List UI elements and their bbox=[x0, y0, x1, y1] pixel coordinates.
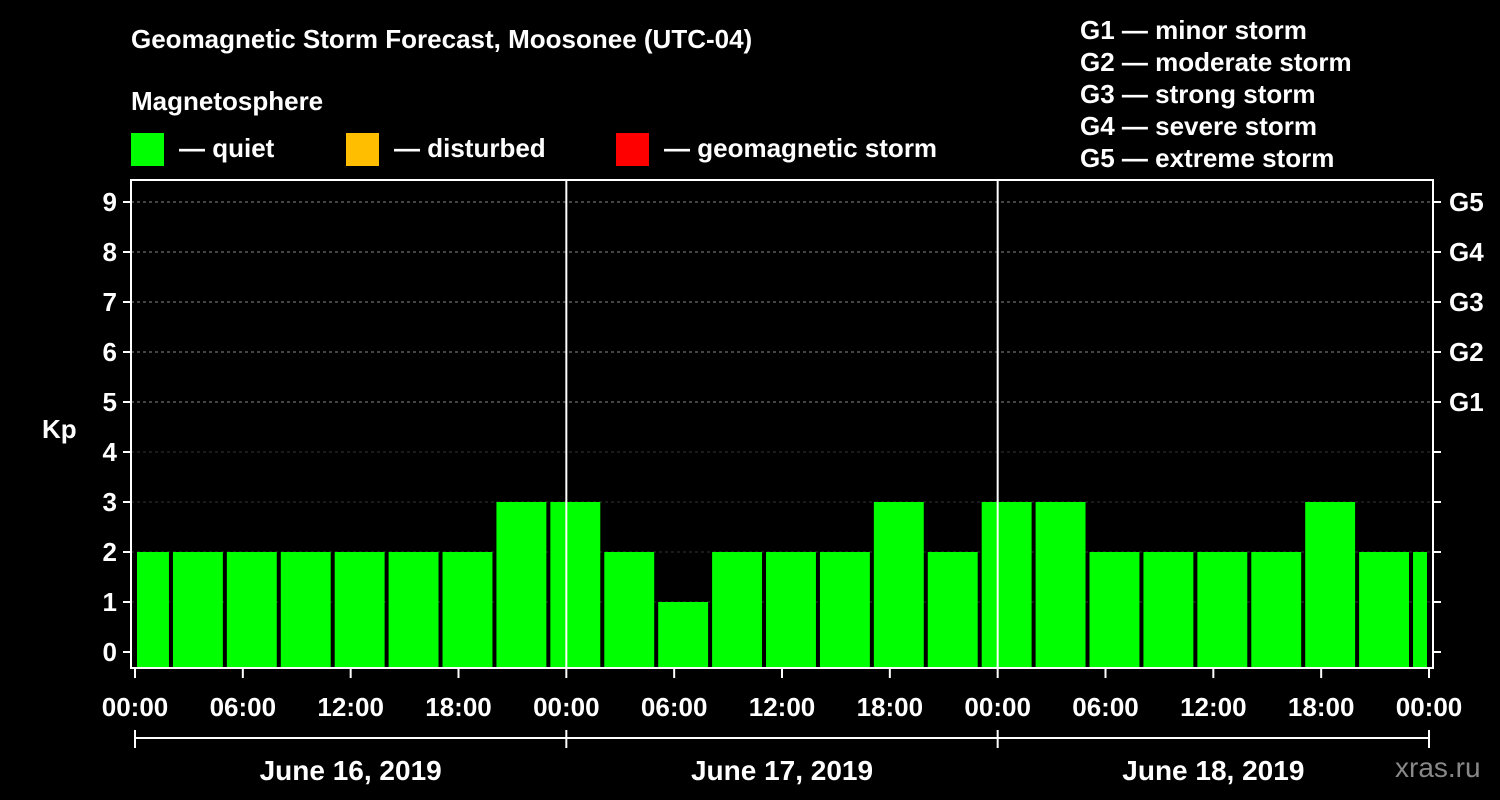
y-tick-label: 2 bbox=[103, 537, 117, 567]
kp-bar bbox=[1305, 502, 1356, 668]
g-scale-list: G1 — minor storm G2 — moderate storm G3 … bbox=[1080, 14, 1352, 174]
x-tick-label: 00:00 bbox=[533, 692, 600, 722]
watermark: xras.ru bbox=[1395, 752, 1481, 783]
legend-swatch-disturbed bbox=[346, 133, 379, 166]
x-tick-label: 18:00 bbox=[425, 692, 492, 722]
kp-bar bbox=[927, 552, 978, 668]
x-tick-label: 06:00 bbox=[641, 692, 708, 722]
g-level-label: G1 bbox=[1449, 387, 1484, 417]
kp-bar bbox=[981, 502, 1032, 668]
x-tick-label: 00:00 bbox=[1396, 692, 1463, 722]
g-level-label: G3 bbox=[1449, 287, 1484, 317]
kp-bar bbox=[658, 602, 709, 668]
kp-bar bbox=[1143, 552, 1194, 668]
kp-bar bbox=[604, 552, 655, 668]
kp-bar bbox=[1359, 552, 1410, 668]
y-tick-label: 0 bbox=[103, 637, 117, 667]
x-tick-label: 18:00 bbox=[857, 692, 924, 722]
y-tick-label: 7 bbox=[103, 287, 117, 317]
y-tick-label: 8 bbox=[103, 237, 117, 267]
kp-bar bbox=[137, 552, 169, 668]
kp-bar bbox=[1089, 552, 1140, 668]
y-tick-label: 1 bbox=[103, 587, 117, 617]
g-scale-item: G2 — moderate storm bbox=[1080, 47, 1352, 77]
kp-bar bbox=[172, 552, 223, 668]
legend-label-disturbed: — disturbed bbox=[394, 133, 546, 163]
y-tick-label: 3 bbox=[103, 487, 117, 517]
day-label: June 16, 2019 bbox=[260, 755, 442, 786]
kp-bar bbox=[334, 552, 385, 668]
legend-swatch-quiet bbox=[131, 133, 164, 166]
kp-bar bbox=[1035, 502, 1086, 668]
kp-bar bbox=[766, 552, 816, 668]
y-tick-label: 4 bbox=[103, 437, 118, 467]
y-tick-label: 6 bbox=[103, 337, 117, 367]
kp-bar bbox=[550, 502, 601, 668]
kp-bar bbox=[1251, 552, 1302, 668]
x-tick-label: 06:00 bbox=[210, 692, 277, 722]
g-level-label: G4 bbox=[1449, 237, 1484, 267]
kp-bar bbox=[1413, 552, 1427, 668]
y-axis-label: Kp bbox=[42, 414, 77, 444]
x-tick-label: 12:00 bbox=[749, 692, 816, 722]
g-level-label: G5 bbox=[1449, 187, 1484, 217]
kp-bar bbox=[496, 502, 547, 668]
kp-bar bbox=[873, 502, 924, 668]
x-tick-label: 12:00 bbox=[1180, 692, 1247, 722]
g-scale-item: G4 — severe storm bbox=[1080, 111, 1318, 141]
kp-bar bbox=[712, 552, 763, 668]
kp-bar bbox=[1197, 552, 1248, 668]
x-tick-label: 18:00 bbox=[1288, 692, 1355, 722]
legend-label-quiet: — quiet bbox=[179, 133, 275, 163]
chart-title: Geomagnetic Storm Forecast, Moosonee (UT… bbox=[131, 24, 753, 54]
g-scale-item: G1 — minor storm bbox=[1080, 15, 1307, 45]
x-tick-label: 00:00 bbox=[102, 692, 169, 722]
x-tick-label: 06:00 bbox=[1072, 692, 1139, 722]
x-tick-label: 12:00 bbox=[317, 692, 384, 722]
x-tick-label: 00:00 bbox=[964, 692, 1031, 722]
kp-bar bbox=[388, 552, 439, 668]
kp-bar bbox=[442, 552, 493, 668]
legend-label-storm: — geomagnetic storm bbox=[664, 133, 938, 163]
y-tick-label: 5 bbox=[103, 387, 117, 417]
kp-bar bbox=[280, 552, 331, 668]
chart-subtitle: Magnetosphere bbox=[131, 86, 324, 116]
day-label: June 17, 2019 bbox=[691, 755, 873, 786]
day-label: June 18, 2019 bbox=[1122, 755, 1304, 786]
kp-bar bbox=[226, 552, 277, 668]
y-tick-label: 9 bbox=[103, 187, 117, 217]
g-level-label: G2 bbox=[1449, 337, 1484, 367]
g-scale-item: G5 — extreme storm bbox=[1080, 143, 1335, 173]
g-scale-item: G3 — strong storm bbox=[1080, 79, 1316, 109]
kp-bar bbox=[819, 552, 870, 668]
legend-swatch-storm bbox=[616, 133, 649, 166]
